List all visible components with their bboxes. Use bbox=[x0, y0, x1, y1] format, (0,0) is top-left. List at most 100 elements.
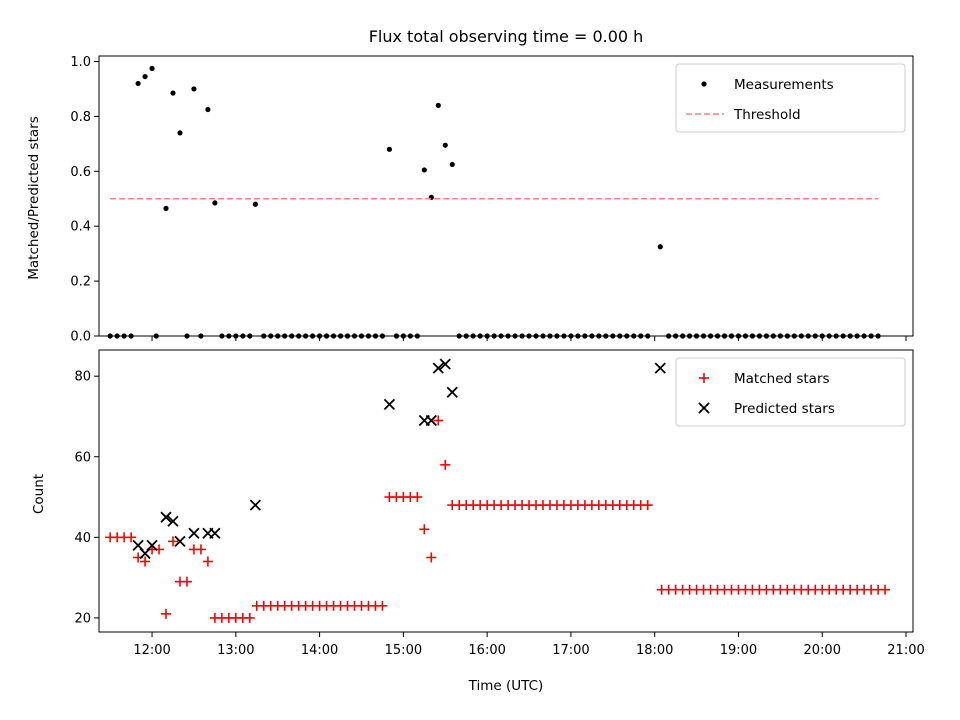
matched-star-point bbox=[880, 584, 891, 595]
matched-star-point bbox=[202, 556, 213, 567]
legend: Measurements Threshold bbox=[675, 63, 906, 133]
legend: Matched stars Predicted stars bbox=[675, 357, 906, 427]
measurement-point bbox=[561, 333, 567, 339]
measurement-point bbox=[868, 333, 874, 339]
y-tick-label: 0.4 bbox=[70, 220, 91, 235]
measurement-point bbox=[275, 333, 281, 339]
measurement-point bbox=[505, 333, 511, 339]
measurement-point bbox=[128, 333, 134, 339]
y-tick-label: 60 bbox=[74, 450, 91, 465]
measurement-point bbox=[296, 333, 302, 339]
predicted-star-point bbox=[146, 539, 158, 552]
legend-label: Measurements bbox=[734, 77, 834, 93]
legend-matched-swatch bbox=[699, 373, 709, 383]
legend-label: Threshold bbox=[733, 107, 801, 123]
measurement-point bbox=[442, 142, 448, 148]
x-tick-label: 20:00 bbox=[804, 643, 841, 658]
measurement-point bbox=[847, 333, 853, 339]
measurement-point bbox=[826, 333, 832, 339]
matched-star-point bbox=[377, 600, 388, 611]
measurement-point bbox=[812, 333, 818, 339]
measurement-point bbox=[358, 333, 365, 339]
measurement-point bbox=[728, 333, 735, 339]
matched-star-point bbox=[412, 492, 423, 503]
x-tick-label: 19:00 bbox=[720, 643, 757, 658]
measurement-point bbox=[756, 333, 763, 339]
y-tick-label: 0.8 bbox=[70, 110, 91, 125]
measurement-point bbox=[261, 333, 267, 339]
y-tick-label: 0.0 bbox=[70, 330, 91, 345]
measurement-point bbox=[784, 333, 790, 339]
measurement-point bbox=[617, 333, 623, 339]
predicted-star-point bbox=[654, 362, 666, 374]
measurement-point bbox=[657, 244, 663, 250]
x-axis-label: Time (UTC) bbox=[468, 678, 544, 694]
measurement-point bbox=[680, 333, 686, 339]
x-tick-label: 12:00 bbox=[133, 643, 170, 658]
measurement-point bbox=[568, 333, 574, 339]
measurement-point bbox=[449, 161, 455, 168]
measurement-point bbox=[484, 333, 490, 339]
measurement-point bbox=[400, 333, 406, 339]
measurement-point bbox=[700, 333, 707, 339]
measurement-point bbox=[610, 333, 616, 339]
measurement-point bbox=[735, 333, 742, 339]
matched-star-point bbox=[419, 524, 430, 535]
measurement-point bbox=[170, 90, 176, 96]
measurement-point bbox=[303, 333, 309, 339]
legend-measurement-swatch bbox=[701, 81, 707, 87]
measurement-point bbox=[519, 333, 525, 339]
axes-frame bbox=[98, 349, 914, 633]
chart-title: Flux total observing time = 0.00 h bbox=[369, 27, 644, 46]
measurement-point bbox=[791, 333, 797, 339]
x-tick-label: 17:00 bbox=[552, 643, 589, 658]
measurement-point bbox=[456, 333, 462, 339]
predicted-star-point bbox=[439, 358, 451, 370]
measurement-point bbox=[763, 333, 769, 339]
measurement-point bbox=[163, 205, 169, 211]
measurement-point bbox=[372, 333, 379, 339]
measurement-point bbox=[233, 333, 239, 339]
matched-star-point bbox=[195, 544, 206, 555]
measurement-point bbox=[212, 200, 218, 206]
measurement-point bbox=[149, 65, 155, 71]
top-panel: 0.0 0.2 0.4 0.6 0.8 1.0 Measurements Threshold bbox=[70, 55, 914, 345]
predicted-star-point bbox=[160, 511, 172, 523]
y-tick-label: 0.6 bbox=[70, 165, 91, 180]
measurement-point bbox=[861, 333, 867, 339]
measurement-point bbox=[219, 333, 225, 339]
x-tick-label: 15:00 bbox=[385, 643, 422, 658]
matched-star-point bbox=[140, 556, 151, 567]
measurement-point bbox=[351, 333, 358, 339]
measurement-point bbox=[323, 333, 330, 339]
matched-star-point bbox=[161, 608, 172, 619]
measurement-point bbox=[805, 333, 811, 339]
measurement-point bbox=[414, 333, 420, 339]
matched-star-point bbox=[426, 552, 437, 563]
predicted-star-point bbox=[432, 362, 444, 374]
measurement-point bbox=[240, 333, 246, 339]
measurement-point bbox=[107, 333, 113, 339]
matched-star-point bbox=[181, 576, 192, 587]
x-tick-label: 18:00 bbox=[636, 643, 673, 658]
measurement-point bbox=[547, 333, 553, 339]
measurement-point bbox=[153, 333, 159, 339]
legend-label: Matched stars bbox=[734, 371, 830, 387]
measurement-point bbox=[833, 333, 839, 339]
measurement-point bbox=[575, 333, 581, 339]
measurement-point bbox=[142, 73, 148, 80]
measurement-point bbox=[407, 333, 413, 339]
predicted-star-point bbox=[209, 527, 221, 539]
measurement-point bbox=[875, 333, 881, 339]
measurement-point bbox=[687, 333, 693, 339]
x-tick-label: 21:00 bbox=[887, 643, 924, 658]
y-tick-label: 40 bbox=[74, 531, 91, 546]
measurement-point bbox=[393, 333, 399, 339]
measurement-point bbox=[512, 333, 518, 339]
measurement-point bbox=[554, 333, 560, 339]
measurement-point bbox=[268, 333, 274, 339]
measurement-point bbox=[365, 333, 372, 339]
y-tick-label: 20 bbox=[74, 611, 91, 626]
measurement-point bbox=[317, 333, 323, 339]
